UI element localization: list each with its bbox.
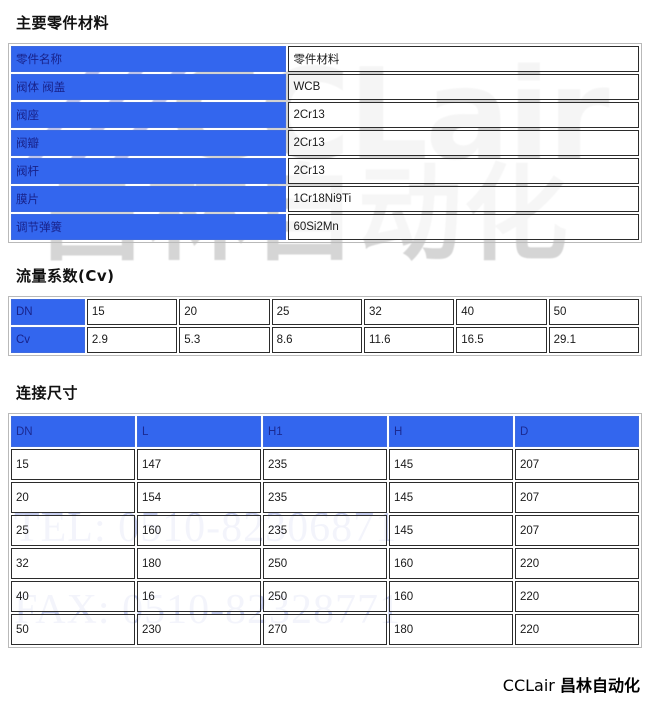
section-title-connection-dimensions: 连接尺寸 bbox=[16, 384, 79, 402]
materials-row-4-material: 1Cr18Ni9Ti bbox=[288, 186, 639, 212]
table-row: 阀瓣 2Cr13 bbox=[11, 130, 639, 156]
cv-dn-5: 50 bbox=[548, 299, 639, 325]
cv-dn-1: 20 bbox=[179, 299, 270, 325]
spacer bbox=[8, 356, 642, 370]
cv-dn-2: 25 bbox=[271, 299, 362, 325]
dims-r3-c2: 250 bbox=[263, 548, 387, 579]
dims-r1-c4: 207 bbox=[515, 482, 639, 513]
table-row: 膜片 1Cr18Ni9Ti bbox=[11, 186, 639, 212]
dims-r5-c2: 270 bbox=[263, 614, 387, 645]
section-title-materials: 主要零件材料 bbox=[16, 14, 110, 32]
cv-row-label-dn: DN bbox=[11, 299, 85, 325]
dims-r4-c1: 16 bbox=[137, 581, 261, 612]
materials-row-4-name: 膜片 bbox=[11, 186, 287, 212]
dims-r5-c3: 180 bbox=[389, 614, 513, 645]
footer-brand-cn: 昌林自动化 bbox=[559, 676, 640, 695]
dims-header-h: H bbox=[389, 416, 513, 447]
table-row: 调节弹簧 60Si2Mn bbox=[11, 214, 639, 240]
dims-r5-c4: 220 bbox=[515, 614, 639, 645]
materials-row-1-name: 阀座 bbox=[11, 102, 287, 128]
dims-r4-c2: 250 bbox=[263, 581, 387, 612]
dims-r2-c2: 235 bbox=[263, 515, 387, 546]
cv-value-3: 11.6 bbox=[363, 327, 455, 353]
dims-r4-c4: 220 bbox=[515, 581, 639, 612]
table-row: DN 15 20 25 32 40 50 bbox=[11, 299, 639, 325]
dims-header-dn: DN bbox=[11, 416, 135, 447]
dims-r0-c1: 147 bbox=[137, 449, 261, 480]
materials-row-0-material: WCB bbox=[288, 74, 639, 100]
materials-row-2-material: 2Cr13 bbox=[288, 130, 639, 156]
dims-r5-c0: 50 bbox=[11, 614, 135, 645]
cv-dn-4: 40 bbox=[456, 299, 547, 325]
table-row-header: 零件名称 零件材料 bbox=[11, 46, 639, 72]
dims-r0-c4: 207 bbox=[515, 449, 639, 480]
materials-row-3-material: 2Cr13 bbox=[288, 158, 639, 184]
table-row: 阀座 2Cr13 bbox=[11, 102, 639, 128]
dims-r4-c3: 160 bbox=[389, 581, 513, 612]
footer-watermark: CCLair 昌林自动化 bbox=[500, 672, 642, 696]
cv-dn-0: 15 bbox=[86, 299, 178, 325]
materials-row-5-name: 调节弹簧 bbox=[11, 214, 287, 240]
table-row: 40 16 250 160 220 bbox=[11, 581, 639, 612]
materials-table: 零件名称 零件材料 阀体 阀盖 WCB 阀座 2Cr13 阀瓣 2Cr13 阀杆 bbox=[8, 43, 642, 243]
table-row: Cv 2.9 5.3 8.6 11.6 16.5 29.1 bbox=[11, 327, 639, 353]
dims-r2-c1: 160 bbox=[137, 515, 261, 546]
dims-r0-c3: 145 bbox=[389, 449, 513, 480]
materials-row-1-material: 2Cr13 bbox=[288, 102, 639, 128]
cv-value-5: 29.1 bbox=[548, 327, 639, 353]
dims-r1-c3: 145 bbox=[389, 482, 513, 513]
dims-r1-c2: 235 bbox=[263, 482, 387, 513]
cv-value-2: 8.6 bbox=[271, 327, 362, 353]
footer-brand: CCLair bbox=[502, 676, 555, 695]
dims-r3-c3: 160 bbox=[389, 548, 513, 579]
dims-r1-c0: 20 bbox=[11, 482, 135, 513]
materials-header-material: 零件材料 bbox=[288, 46, 639, 72]
materials-row-3-name: 阀杆 bbox=[11, 158, 287, 184]
table-row: 阀杆 2Cr13 bbox=[11, 158, 639, 184]
cv-row-label-cv: Cv bbox=[11, 327, 85, 353]
flow-coefficient-table: DN 15 20 25 32 40 50 Cv 2.9 5.3 8.6 11.6… bbox=[8, 296, 642, 356]
table-row: 25 160 235 145 207 bbox=[11, 515, 639, 546]
dims-r3-c0: 32 bbox=[11, 548, 135, 579]
materials-row-5-material: 60Si2Mn bbox=[288, 214, 639, 240]
table-row: 阀体 阀盖 WCB bbox=[11, 74, 639, 100]
cv-value-4: 16.5 bbox=[456, 327, 547, 353]
table-row-header: DN L H1 H D bbox=[11, 416, 639, 447]
materials-row-2-name: 阀瓣 bbox=[11, 130, 287, 156]
dims-r2-c0: 25 bbox=[11, 515, 135, 546]
cv-dn-3: 32 bbox=[363, 299, 455, 325]
table-row: 32 180 250 160 220 bbox=[11, 548, 639, 579]
table-row: 15 147 235 145 207 bbox=[11, 449, 639, 480]
section-title-flow-coefficient: 流量系数(Cv) bbox=[16, 267, 115, 285]
dims-r3-c1: 180 bbox=[137, 548, 261, 579]
page-content: 主要零件材料 零件名称 零件材料 阀体 阀盖 WCB 阀座 2Cr13 阀瓣 2… bbox=[8, 14, 642, 648]
dims-r2-c3: 145 bbox=[389, 515, 513, 546]
dims-r5-c1: 230 bbox=[137, 614, 261, 645]
dims-r1-c1: 154 bbox=[137, 482, 261, 513]
table-row: 20 154 235 145 207 bbox=[11, 482, 639, 513]
dims-header-h1: H1 bbox=[263, 416, 387, 447]
dims-r2-c4: 207 bbox=[515, 515, 639, 546]
dims-r0-c2: 235 bbox=[263, 449, 387, 480]
connection-dimensions-table: DN L H1 H D 15 147 235 145 207 20 154 23… bbox=[8, 413, 642, 648]
materials-header-name: 零件名称 bbox=[11, 46, 287, 72]
dims-r3-c4: 220 bbox=[515, 548, 639, 579]
cv-value-1: 5.3 bbox=[179, 327, 270, 353]
table-row: 50 230 270 180 220 bbox=[11, 614, 639, 645]
dims-r4-c0: 40 bbox=[11, 581, 135, 612]
dims-header-d: D bbox=[515, 416, 639, 447]
materials-row-0-name: 阀体 阀盖 bbox=[11, 74, 287, 100]
dims-header-l: L bbox=[137, 416, 261, 447]
spacer bbox=[8, 243, 642, 253]
cv-value-0: 2.9 bbox=[86, 327, 178, 353]
dims-r0-c0: 15 bbox=[11, 449, 135, 480]
